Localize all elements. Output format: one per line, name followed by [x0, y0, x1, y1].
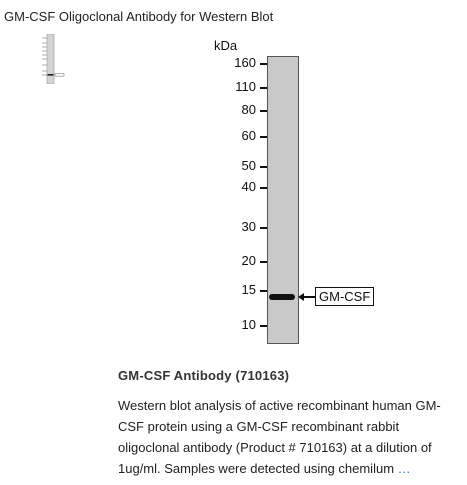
description-text: Western blot analysis of active recombin… [118, 398, 441, 476]
marker-label-80: 80 [241, 102, 256, 117]
marker-label-30: 30 [241, 219, 256, 234]
product-description: Western blot analysis of active recombin… [118, 395, 453, 479]
western-blot-figure: kDa 160 110 80 60 50 40 30 20 15 10 GM-CSF [210, 36, 390, 346]
marker-label-10: 10 [241, 317, 256, 332]
marker-label-110: 110 [235, 79, 256, 94]
marker-label-20: 20 [241, 253, 256, 268]
marker-label-15: 15 [241, 282, 256, 297]
blot-lane [267, 56, 299, 344]
more-link[interactable]: … [397, 461, 411, 476]
marker-label-160: 160 [234, 55, 256, 70]
marker-label-50: 50 [241, 158, 256, 173]
page-title: GM-CSF Oligoclonal Antibody for Western … [4, 9, 274, 24]
band-arrow-icon [298, 292, 304, 301]
band-arrow-line [303, 295, 315, 298]
product-title[interactable]: GM-CSF Antibody (710163) [118, 368, 290, 383]
unit-label: kDa [214, 38, 238, 53]
marker-label-40: 40 [241, 179, 256, 194]
western-blot-thumbnail-icon[interactable] [38, 34, 66, 84]
band-label: GM-CSF [315, 286, 375, 306]
marker-label-60: 60 [241, 128, 256, 143]
protein-band [269, 293, 295, 300]
